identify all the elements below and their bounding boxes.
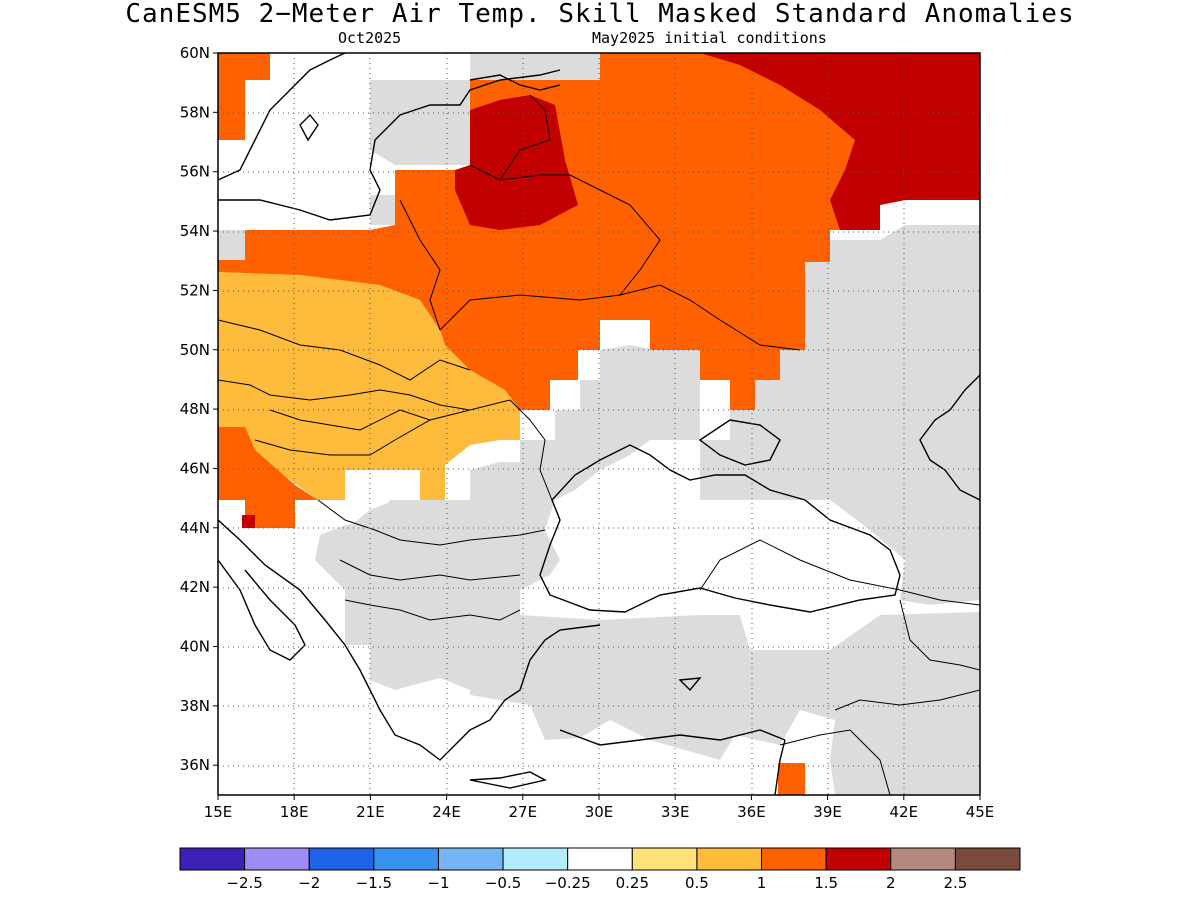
colorbar-swatch — [631, 847, 698, 871]
baltic-coast — [218, 69, 561, 221]
no-skill-region-east — [700, 225, 980, 605]
lat-label: 50N — [180, 341, 210, 359]
map-title: CanESM5 2−Meter Air Temp. Skill Masked S… — [125, 0, 1075, 29]
lat-label: 38N — [180, 697, 210, 715]
no-skill-region-south — [315, 345, 980, 795]
lon-label: 15E — [204, 803, 233, 821]
gotland — [299, 113, 319, 142]
crete — [469, 771, 547, 789]
no-skill-west — [345, 500, 445, 570]
lat-label: 46N — [180, 459, 210, 477]
lon-label: 33E — [661, 803, 690, 821]
turkey-south-coast — [559, 729, 786, 746]
initial-conditions: May2025 initial conditions — [592, 29, 827, 47]
azov-sea-coast — [698, 419, 781, 466]
colorbar-swatch — [244, 847, 310, 871]
italy-coast — [218, 559, 306, 661]
colorbar-label: 0.5 — [685, 874, 709, 892]
lon-label: 18E — [280, 803, 309, 821]
colorbar-label: 2 — [886, 874, 896, 892]
cyprus — [678, 677, 702, 692]
anomaly-1.5-region-east — [700, 53, 980, 230]
colorbar-label: 0.25 — [616, 874, 649, 892]
no-skill-north-4 — [370, 195, 395, 225]
lat-label: 42N — [180, 578, 210, 596]
lon-label: 24E — [432, 803, 461, 821]
anomaly-1.5-sw — [242, 515, 255, 528]
lat-label: 40N — [180, 638, 210, 656]
colorbar-swatch — [890, 847, 956, 871]
lat-label: 54N — [180, 222, 210, 240]
lon-label: 27E — [509, 803, 538, 821]
lat-label: 48N — [180, 400, 210, 418]
colorbar-label: 1 — [757, 874, 767, 892]
colorbar-label: −1 — [427, 874, 449, 892]
colorbar-swatch — [437, 847, 504, 871]
colorbar-label: −0.25 — [545, 874, 591, 892]
anomaly-1-sw — [218, 427, 318, 528]
colorbar-swatch — [179, 847, 246, 871]
colorbar-label: −0.5 — [485, 874, 521, 892]
longitude-labels: 15E 18E 21E 24E 27E 30E 33E 36E 39E 42E 45E — [204, 795, 995, 821]
gulf-of-finland — [469, 74, 561, 91]
borders — [218, 94, 980, 795]
colorbar-swatch — [696, 847, 763, 871]
lon-label: 30E — [585, 803, 614, 821]
lon-label: 21E — [356, 803, 385, 821]
no-skill-north-2 — [470, 53, 600, 80]
greece-coast — [369, 624, 601, 761]
scandinavia-coast — [218, 53, 346, 181]
forecast-month: Oct2025 — [338, 29, 402, 47]
colorbar-label: 2.5 — [943, 874, 967, 892]
no-skill-north-1 — [370, 80, 470, 165]
lat-label: 58N — [180, 103, 210, 121]
colorbar-swatch — [567, 847, 633, 871]
colorbar-swatch — [761, 847, 827, 871]
colorbar-label: −2 — [298, 874, 320, 892]
adriatic-coast — [218, 519, 371, 691]
colorbar-label: −2.5 — [226, 874, 262, 892]
lon-label: 39E — [813, 803, 842, 821]
lon-label: 36E — [737, 803, 766, 821]
colorbar-labels: −2.5 −2 −1.5 −1 −0.5 −0.25 0.25 0.5 1 1.5 2 2.5 — [226, 874, 967, 892]
lat-label: 36N — [180, 756, 210, 774]
lon-label: 45E — [966, 803, 995, 821]
lat-label: 52N — [180, 281, 210, 299]
black-sea-coast — [539, 444, 901, 613]
colorbar-label: 1.5 — [814, 874, 838, 892]
colorbar-swatch — [825, 847, 892, 871]
colorbar-swatch — [308, 847, 375, 871]
anomaly-1-nw — [218, 53, 270, 140]
colorbar-swatch — [502, 847, 569, 871]
anomaly-1-south — [778, 763, 805, 795]
coastlines — [218, 53, 980, 795]
latitude-labels: 60N 58N 56N 54N 52N 50N 48N 46N 44N 42N 40N 38N 36N — [180, 44, 218, 774]
lat-label: 44N — [180, 519, 210, 537]
levant-coast — [774, 739, 786, 795]
colorbar-swatch — [954, 847, 1021, 871]
lat-label: 60N — [180, 44, 210, 62]
no-skill-balkan — [380, 545, 480, 660]
anomaly-1.5-region-baltic — [455, 95, 578, 230]
colorbar — [179, 847, 1021, 871]
lat-label: 56N — [180, 163, 210, 181]
colorbar-swatch — [373, 847, 439, 871]
graticule — [218, 53, 980, 795]
caspian-coast — [919, 374, 980, 501]
colorbar-label: −1.5 — [356, 874, 392, 892]
no-skill-north-3 — [218, 230, 245, 260]
lon-label: 42E — [890, 803, 919, 821]
